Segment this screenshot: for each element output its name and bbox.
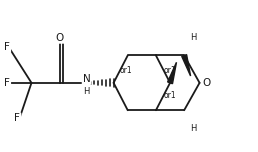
- Text: or1: or1: [164, 91, 176, 100]
- Text: O: O: [202, 78, 210, 88]
- Polygon shape: [168, 62, 176, 84]
- Text: F: F: [14, 113, 20, 123]
- Text: O: O: [55, 33, 64, 43]
- Polygon shape: [182, 55, 191, 76]
- Text: N: N: [83, 74, 91, 84]
- Text: N: N: [83, 74, 91, 84]
- Text: or1: or1: [164, 66, 176, 75]
- Text: O: O: [55, 33, 64, 43]
- Text: H: H: [190, 124, 196, 133]
- Text: H: H: [190, 33, 196, 42]
- Text: F: F: [4, 78, 10, 88]
- Text: H: H: [84, 87, 90, 96]
- Text: F: F: [4, 78, 10, 88]
- Text: F: F: [14, 113, 20, 123]
- Text: H: H: [190, 33, 196, 42]
- Text: or1: or1: [120, 66, 133, 75]
- Text: H: H: [84, 87, 90, 96]
- Text: O: O: [202, 78, 210, 88]
- Text: F: F: [4, 42, 10, 52]
- Text: F: F: [4, 42, 10, 52]
- Text: H: H: [190, 124, 196, 133]
